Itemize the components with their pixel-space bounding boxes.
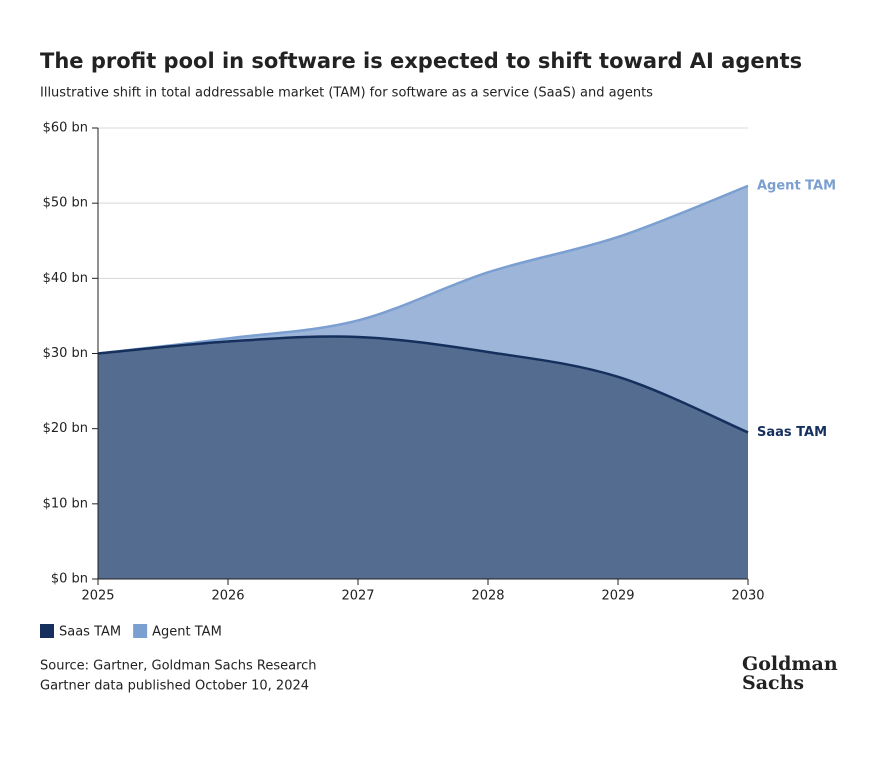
- source: Source: Gartner, Goldman Sachs Research: [40, 659, 317, 674]
- series-label: Agent TAM: [757, 178, 836, 193]
- line: [97, 184, 749, 355]
- y-tick-label: $10 bn: [43, 496, 88, 511]
- legend-swatch: [133, 624, 148, 638]
- chart-subtitle: Illustrative shift in total addressable …: [40, 86, 653, 101]
- logo: Sachs: [742, 672, 804, 694]
- legend-label: Saas TAM: [59, 625, 121, 640]
- logo: Goldman: [742, 653, 838, 675]
- legend-swatch: [40, 624, 54, 638]
- x-tick-label: 2029: [601, 589, 634, 604]
- x-tick-label: 2028: [471, 589, 504, 604]
- x-tick-label: 2026: [211, 589, 244, 604]
- line: [97, 335, 749, 434]
- source: Gartner data published October 10, 2024: [40, 679, 309, 694]
- y-tick-label: $0 bn: [51, 572, 88, 587]
- legend-label: Agent TAM: [152, 625, 222, 640]
- x-tick-label: 2025: [81, 589, 114, 604]
- x-tick-label: 2027: [341, 589, 374, 604]
- chart-title: The profit pool in software is expected …: [40, 49, 802, 73]
- y-tick-label: $50 bn: [43, 196, 88, 211]
- y-tick-label: $40 bn: [43, 271, 88, 286]
- y-tick-label: $30 bn: [43, 346, 88, 361]
- x-tick-label: 2030: [731, 589, 764, 604]
- area: [98, 336, 748, 579]
- y-tick-label: $20 bn: [43, 421, 88, 436]
- series-label: Saas TAM: [757, 425, 827, 440]
- y-tick-label: $60 bn: [43, 121, 88, 136]
